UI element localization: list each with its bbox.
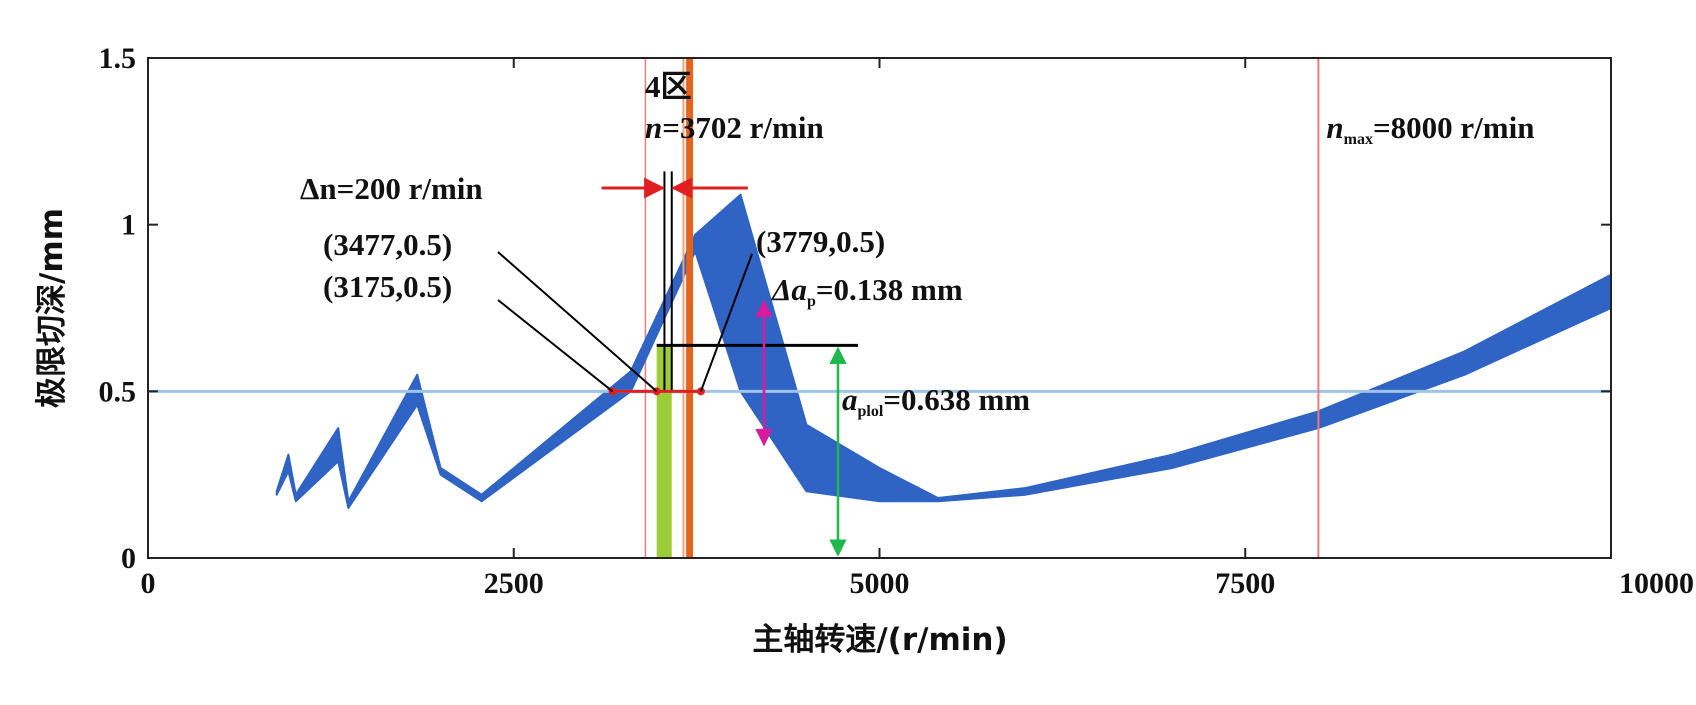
delta-n-label: Δn=200 r/min [300,171,483,206]
stability-lobe-band [275,193,1611,509]
y-tick-label-2: 1 [121,209,136,242]
ap-lim-label: aplol=0.638 mm [842,382,1030,420]
point-leader-line-1 [497,299,614,393]
x-tick-label-0: 0 [141,567,156,600]
spindle-speed-label: n=3702 r/min [645,110,824,145]
point-leader-line-2 [699,253,753,392]
delta-ap-label: Δap=0.138 mm [770,272,963,310]
x-tick-label-1: 2500 [484,567,544,600]
x-axis-title: 主轴转速/(r/min) [752,622,1007,658]
zone-label: 4区 [645,69,692,104]
y-tick-label-0: 0 [121,542,136,575]
point-label-1: (3175,0.5) [323,269,452,304]
x-tick-label-2: 5000 [850,567,910,600]
selected-window-fill [656,345,672,558]
point-label-0: (3477,0.5) [323,227,452,262]
y-axis-title: 极限切深/mm [34,208,70,408]
x-tick-label-4: 10000 [1619,567,1694,600]
y-tick-label-1: 0.5 [99,375,137,408]
point-leader-line-0 [497,251,658,393]
max-speed-label: nmax=8000 r/min [1326,110,1534,148]
x-tick-label-3: 7500 [1215,567,1275,600]
y-tick-label-3: 1.5 [99,42,137,75]
point-label-2: (3779,0.5) [756,224,885,259]
